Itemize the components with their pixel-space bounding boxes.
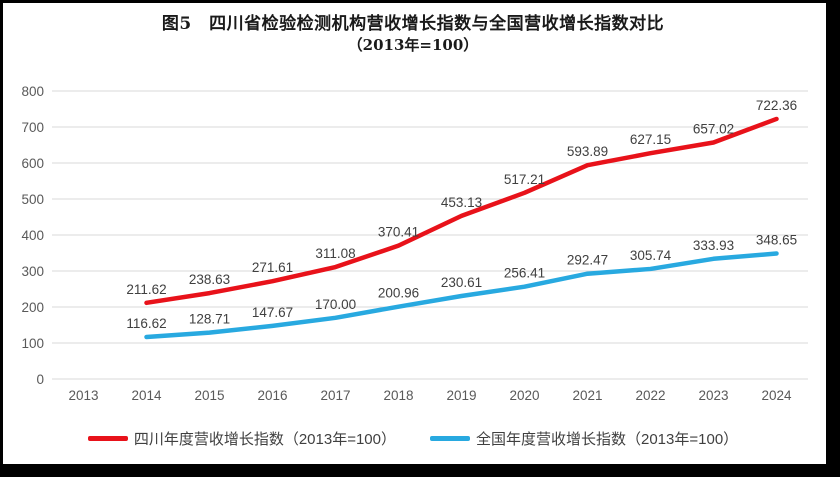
x-tick-label-2018: 2018	[383, 388, 413, 403]
chart-title-line2: （2013年=100）	[347, 36, 479, 54]
national-series-line	[144, 251, 779, 340]
data-label-national-2015: 128.71	[189, 312, 230, 327]
chart-title: 图5 四川省检验检测机构营收增长指数与全国营收增长指数对比 （2013年=100…	[0, 13, 826, 55]
data-label-sichuan-2022: 627.15	[630, 132, 671, 147]
x-tick-label-2023: 2023	[698, 388, 728, 403]
sichuan-line-swatch	[87, 436, 128, 441]
x-tick-label-2020: 2020	[509, 388, 539, 403]
legend-item-national: 全国年度营收增长指数（2013年=100）	[430, 428, 738, 449]
x-tick-label-2021: 2021	[572, 388, 602, 403]
x-tick-label-2015: 2015	[194, 388, 224, 403]
y-tick-label-200: 200	[21, 300, 44, 315]
data-label-national-2018: 200.96	[378, 286, 419, 301]
data-label-national-2017: 170.00	[315, 297, 356, 312]
x-tick-label-2016: 2016	[257, 388, 287, 403]
y-tick-label-600: 600	[21, 156, 44, 171]
x-tick-label-2024: 2024	[761, 388, 792, 403]
data-label-national-2021: 292.47	[567, 253, 608, 268]
data-label-national-2024: 348.65	[756, 232, 797, 247]
data-label-sichuan-2023: 657.02	[693, 121, 734, 136]
legend-label-national: 全国年度营收增长指数（2013年=100）	[476, 431, 739, 448]
legend-item-sichuan: 四川年度营收增长指数（2013年=100）	[87, 428, 396, 449]
x-tick-label-2019: 2019	[446, 388, 476, 403]
data-label-national-2022: 305.74	[630, 248, 672, 263]
data-label-sichuan-2019: 453.13	[441, 195, 482, 210]
data-label-sichuan-2015: 238.63	[189, 272, 230, 287]
y-tick-label-800: 800	[21, 84, 44, 99]
x-tick-label-2022: 2022	[635, 388, 665, 403]
x-tick-label-2014: 2014	[131, 388, 162, 403]
legend-label-sichuan: 四川年度营收增长指数（2013年=100）	[133, 431, 396, 448]
data-label-sichuan-2016: 271.61	[252, 260, 293, 275]
data-label-sichuan-2018: 370.41	[378, 225, 419, 240]
sichuan-series-line	[144, 116, 779, 306]
y-tick-label-0: 0	[36, 372, 44, 387]
x-tick-label-2013: 2013	[68, 388, 98, 403]
data-label-sichuan-2021: 593.89	[567, 144, 608, 159]
data-label-sichuan-2024: 722.36	[756, 98, 797, 113]
data-label-sichuan-2020: 517.21	[504, 172, 545, 187]
y-tick-label-300: 300	[21, 264, 44, 279]
y-tick-label-100: 100	[21, 336, 44, 351]
national-line-swatch	[430, 436, 470, 441]
y-tick-label-400: 400	[21, 228, 44, 243]
data-label-national-2019: 230.61	[441, 275, 482, 290]
data-label-sichuan-2014: 211.62	[126, 282, 166, 297]
y-tick-label-700: 700	[21, 120, 44, 135]
data-label-national-2016: 147.67	[252, 305, 293, 320]
y-tick-label-500: 500	[21, 192, 44, 207]
data-label-national-2020: 256.41	[504, 266, 545, 281]
chart-title-line1: 图5 四川省检验检测机构营收增长指数与全国营收增长指数对比	[161, 14, 665, 34]
legend: 四川年度营收增长指数（2013年=100） 全国年度营收增长指数（2013年=1…	[0, 428, 826, 449]
data-label-national-2014: 116.62	[126, 316, 166, 331]
data-label-national-2023: 333.93	[693, 238, 734, 253]
data-label-sichuan-2017: 311.08	[315, 246, 355, 261]
x-tick-label-2017: 2017	[320, 388, 350, 403]
